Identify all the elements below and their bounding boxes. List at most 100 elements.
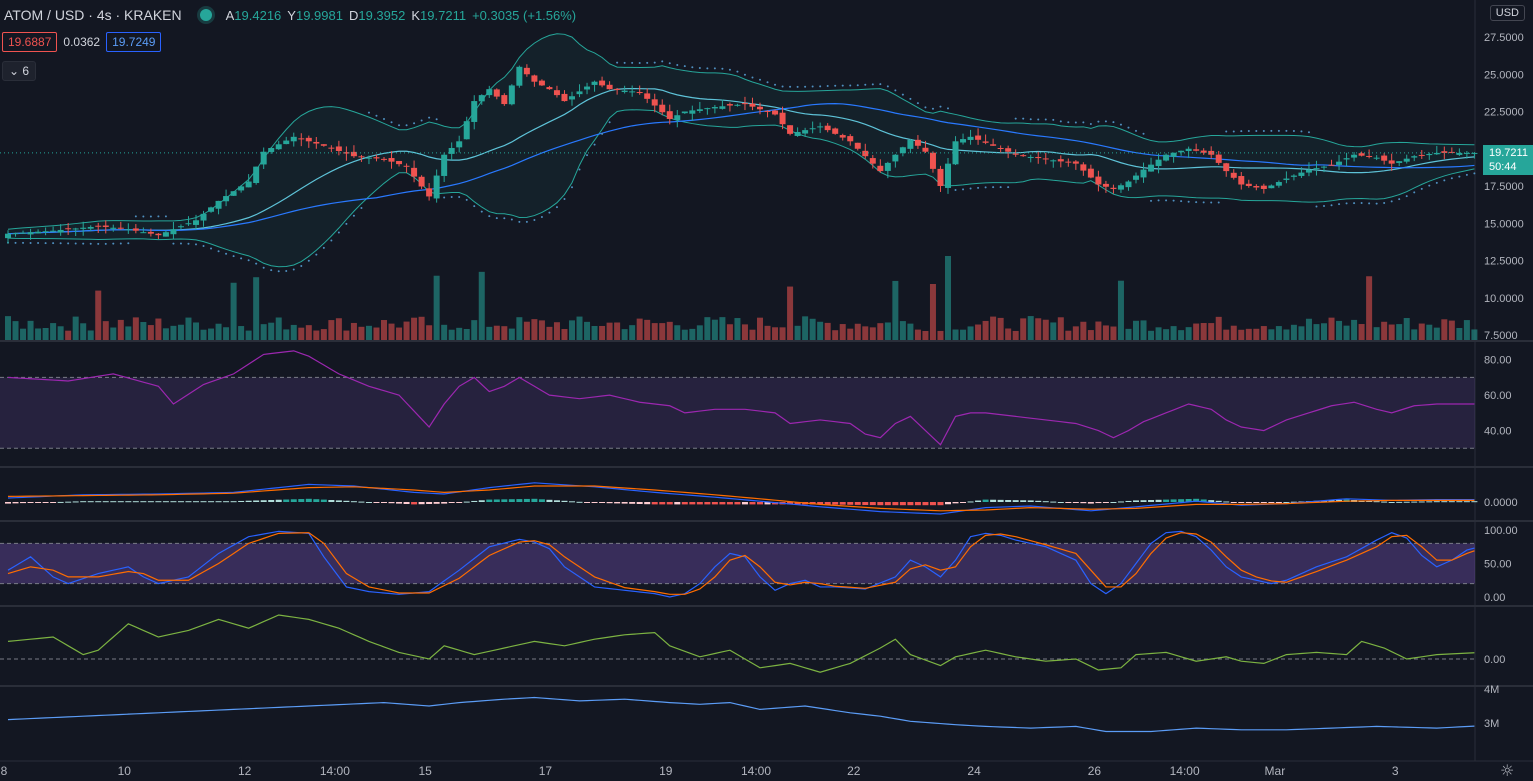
volume-bar <box>1193 323 1200 340</box>
sar-dot <box>578 168 581 171</box>
volume-bar <box>546 326 553 340</box>
volume-bar <box>208 328 215 340</box>
candle-body <box>644 93 651 99</box>
candle-body <box>839 135 846 138</box>
macd-histogram-bar <box>629 502 636 504</box>
sar-dot <box>89 242 92 245</box>
sar-dot <box>1262 129 1265 132</box>
stoch-band-fill <box>0 543 1475 584</box>
sar-dot <box>315 253 318 256</box>
stoch-d-line <box>7 532 1475 595</box>
candle-body <box>1193 149 1200 151</box>
macd-histogram-bar <box>110 501 117 503</box>
sar-dot <box>473 205 476 208</box>
sar-dot <box>292 268 295 271</box>
volume-bar <box>1065 330 1072 340</box>
macd-histogram-bar <box>27 502 34 503</box>
volume-bar <box>1275 326 1282 340</box>
candle-body <box>125 229 132 231</box>
candle-body <box>1095 176 1102 185</box>
macd-histogram-bar <box>350 501 357 503</box>
spread-value: 0.0362 <box>63 35 101 49</box>
candle-body <box>50 230 57 232</box>
candle-body <box>1155 159 1162 167</box>
volume-bar <box>1343 325 1350 340</box>
macd-histogram-bar <box>223 501 230 503</box>
candle-body <box>403 165 410 167</box>
candle-body <box>456 141 463 148</box>
sar-dot <box>210 247 213 250</box>
candle-body <box>328 147 335 149</box>
sar-dot <box>1465 173 1468 176</box>
sar-dot <box>931 107 934 110</box>
macd-histogram-bar <box>1388 502 1395 503</box>
sar-dot <box>691 66 694 69</box>
macd-histogram-bar <box>982 499 989 502</box>
currency-button[interactable]: USD <box>1489 5 1525 21</box>
sar-dot <box>352 214 355 217</box>
volume-bar <box>899 321 906 340</box>
sar-dot <box>774 83 777 86</box>
sar-dot <box>22 241 25 244</box>
volume-bar <box>381 320 387 340</box>
settings-gear-icon[interactable]: ☼ <box>1500 761 1514 780</box>
candle-body <box>388 158 395 162</box>
sar-dot <box>240 257 243 260</box>
volume-bar <box>320 329 327 340</box>
volume-bar <box>65 330 72 340</box>
volume-bar <box>508 328 515 340</box>
macd-histogram-bar <box>193 501 199 503</box>
sar-dot <box>871 83 874 86</box>
buy-button[interactable]: 19.7249 <box>106 32 162 52</box>
candle-body <box>1133 175 1139 180</box>
volume-bar <box>1155 327 1162 340</box>
sar-dot <box>525 220 528 223</box>
volume-bar <box>772 327 779 340</box>
volume-bar <box>764 325 771 340</box>
volume-bar <box>824 322 831 340</box>
sar-dot <box>1247 130 1250 133</box>
indicator-collapse-button[interactable]: ⌄ 6 <box>2 61 37 81</box>
sar-dot <box>443 196 446 199</box>
sar-dot <box>706 67 709 70</box>
sar-dot <box>390 121 393 124</box>
macd-histogram-bar <box>553 500 560 502</box>
macd-histogram-bar <box>997 499 1004 502</box>
macd-histogram-bar <box>1441 501 1448 503</box>
candle-body <box>869 158 876 164</box>
macd-histogram-bar <box>1050 501 1057 503</box>
sell-button[interactable]: 19.6887 <box>2 32 58 52</box>
candle-body <box>471 101 478 122</box>
candle-body <box>1433 152 1440 155</box>
macd-histogram-bar <box>1403 501 1410 503</box>
macd-histogram-bar <box>1275 502 1282 503</box>
macd-histogram-bar <box>892 502 899 506</box>
volume-bar <box>501 326 508 340</box>
candle-body <box>1358 153 1365 156</box>
symbol-label[interactable]: ATOM / USD · 4s · KRAKEN <box>4 7 182 23</box>
volume-bar <box>1163 329 1170 340</box>
volume-bar <box>471 320 478 340</box>
sar-dot <box>187 242 190 245</box>
sar-dot <box>195 243 197 246</box>
sar-dot <box>1375 202 1378 205</box>
volume-bar <box>839 324 846 340</box>
time-axis-label: 19 <box>659 764 673 778</box>
macd-histogram-bar <box>463 501 470 503</box>
macd-histogram-bar <box>290 499 297 502</box>
volume-bar <box>102 321 109 340</box>
volume-bar <box>1321 323 1327 340</box>
sar-dot <box>608 121 611 124</box>
macd-histogram-bar <box>313 499 320 502</box>
sar-dot <box>586 154 589 157</box>
volume-bar <box>1035 318 1042 340</box>
volume-bar <box>945 256 951 340</box>
volume-bar <box>426 325 433 340</box>
macd-histogram-bar <box>1260 502 1267 503</box>
candle-body <box>57 229 64 233</box>
macd-histogram-bar <box>140 501 147 503</box>
macd-histogram-bar <box>945 502 951 505</box>
sar-dot <box>984 186 987 189</box>
sar-dot <box>1300 130 1303 133</box>
